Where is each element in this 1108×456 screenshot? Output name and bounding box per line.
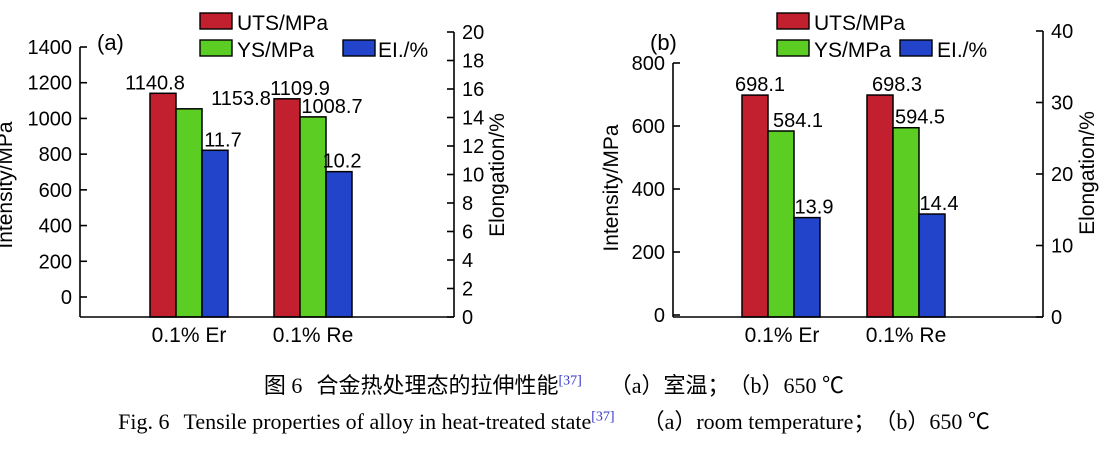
caption-line-chinese: 图 6 合金热处理态的拉伸性能[37] （a）室温； （b）650 ℃ xyxy=(0,368,1108,404)
left-axis-tick-label: 400 xyxy=(632,179,665,201)
right-axis-tick-label: 18 xyxy=(462,51,484,73)
bar-value-label: 594.5 xyxy=(895,107,945,129)
right-axis-tick-label: 10 xyxy=(462,165,484,187)
legend-swatch-uts-mpa xyxy=(776,12,810,30)
right-axis-tick-label: 30 xyxy=(1051,93,1073,115)
bar-value-label: 10.2 xyxy=(323,151,362,173)
right-axis-tick-label: 2 xyxy=(462,279,473,301)
legend-swatch-uts-mpa xyxy=(199,12,233,30)
legend-swatch-ys-mpa xyxy=(776,39,810,57)
bar-value-label: 1140.8 xyxy=(125,72,185,94)
bar-value-label: 11.7 xyxy=(204,129,241,151)
bar-uts-mpa-0-1-re xyxy=(273,98,301,318)
left-axis-tick-label: 200 xyxy=(39,251,72,273)
caption-en-part-b: （b）650 ℃ xyxy=(885,409,990,434)
bar-ei-0-1-re xyxy=(325,170,353,318)
left-axis-tick-label: 800 xyxy=(39,144,72,166)
bar-uts-mpa-0-1-re xyxy=(866,94,894,318)
bar-value-label: 698.3 xyxy=(872,74,922,96)
left-axis-tick-label: 600 xyxy=(39,180,72,202)
caption-en-fig-label: Fig. 6 xyxy=(118,409,170,434)
right-axis-tick-label: 12 xyxy=(462,136,484,158)
chart-panel-b: 0 200 400 600 800 0 10 20 30 40 698.1 698.3 584.1 594… xyxy=(600,12,1099,347)
caption-en-reference: [37] xyxy=(591,409,615,425)
caption-en-title: Tensile properties of alloy in heat-trea… xyxy=(183,409,592,434)
right-axis-tick-label: 14 xyxy=(462,108,484,130)
legend-label-ys-mpa: YS/MPa xyxy=(237,39,314,62)
left-axis-tick-label: 400 xyxy=(39,216,72,238)
bar-uts-mpa-0-1-er xyxy=(149,92,177,318)
bar-ys-mpa-0-1-re xyxy=(299,116,327,318)
left-axis-tick-label: 0 xyxy=(61,287,72,309)
right-axis-tick-label: 6 xyxy=(462,222,473,244)
legend-label-ei: EI./% xyxy=(378,39,428,62)
legend-swatch-ei xyxy=(899,39,933,57)
bar-value-label: 1109.9 xyxy=(270,78,330,100)
caption-zh-title: 合金热处理态的拉伸性能 xyxy=(316,373,559,398)
caption-line-english: Fig. 6 Tensile properties of alloy in hea… xyxy=(0,404,1108,440)
legend-swatch-ys-mpa xyxy=(199,39,233,57)
right-axis-tick-label: 10 xyxy=(1051,236,1073,258)
caption-zh-part-a: （a）室温； xyxy=(609,373,730,398)
caption-zh-reference: [37] xyxy=(558,373,582,389)
bar-ei-0-1-er xyxy=(201,149,229,318)
bar-ei-0-1-re xyxy=(918,213,946,318)
bar-value-label: 1008.7 xyxy=(301,96,362,118)
right-axis-tick-label: 20 xyxy=(1051,164,1073,186)
left-axis-title: Intensity/MPa xyxy=(600,124,623,252)
category-label: 0.1% Re xyxy=(866,324,947,347)
chart-panel-a: 0 200 400 600 800 1000 1200 1400 0 2 4 6 8 10 12 14 16 18… xyxy=(0,12,509,347)
category-label: 0.1% Er xyxy=(152,324,227,347)
right-axis-tick-label: 16 xyxy=(462,79,484,101)
right-axis-tick-label: 8 xyxy=(462,193,473,215)
category-label: 0.1% Re xyxy=(273,324,354,347)
legend-label-ys-mpa: YS/MPa xyxy=(814,39,891,62)
bar-value-label: 14.4 xyxy=(920,193,959,215)
left-axis-tick-label: 1000 xyxy=(28,108,73,130)
bar-ei-0-1-er xyxy=(793,216,821,318)
legend-label-uts-mpa: UTS/MPa xyxy=(814,12,905,35)
bar-value-label: 13.9 xyxy=(795,197,834,219)
category-label: 0.1% Er xyxy=(745,324,820,347)
panel-letter: (b) xyxy=(650,30,677,55)
right-axis-tick-label: 20 xyxy=(462,22,484,44)
caption-zh-fig-label: 图 6 xyxy=(263,373,303,398)
legend-swatch-ei xyxy=(342,39,376,57)
panel-letter: (a) xyxy=(97,30,124,55)
charts-row: 0 200 400 600 800 1000 1200 1400 0 2 4 6 8 10 12 14 16 18… xyxy=(0,12,1099,347)
legend-label-ei: EI./% xyxy=(937,39,987,62)
left-axis-tick-label: 800 xyxy=(632,53,665,75)
bar-value-label: 1153.8 xyxy=(211,88,271,110)
bar-ys-mpa-0-1-er xyxy=(767,130,795,318)
right-axis-title: Elongation/% xyxy=(486,113,509,237)
right-axis-title: Elongation/% xyxy=(1076,111,1099,235)
caption-zh-part-b: （b）650 ℃ xyxy=(739,373,845,398)
bar-uts-mpa-0-1-er xyxy=(741,94,769,318)
left-axis-title: Intensity/MPa xyxy=(0,121,17,249)
left-axis-tick-label: 1200 xyxy=(28,73,73,95)
bar-value-label: 584.1 xyxy=(773,110,823,132)
right-axis-tick-label: 0 xyxy=(462,307,473,329)
right-axis-tick-label: 0 xyxy=(1051,307,1062,329)
left-axis-tick-label: 600 xyxy=(632,116,665,138)
left-axis-tick-label: 1400 xyxy=(28,37,73,59)
bar-ys-mpa-0-1-re xyxy=(892,126,920,318)
right-axis-tick-label: 4 xyxy=(462,250,473,272)
right-axis-tick-label: 40 xyxy=(1051,21,1073,43)
legend-label-uts-mpa: UTS/MPa xyxy=(237,12,328,35)
bar-ys-mpa-0-1-er xyxy=(175,108,203,318)
caption-en-part-a: （a）room temperature； xyxy=(642,409,876,434)
left-axis-tick-label: 200 xyxy=(632,242,665,264)
bar-value-label: 698.1 xyxy=(735,74,785,96)
left-axis-tick-label: 0 xyxy=(654,305,665,327)
